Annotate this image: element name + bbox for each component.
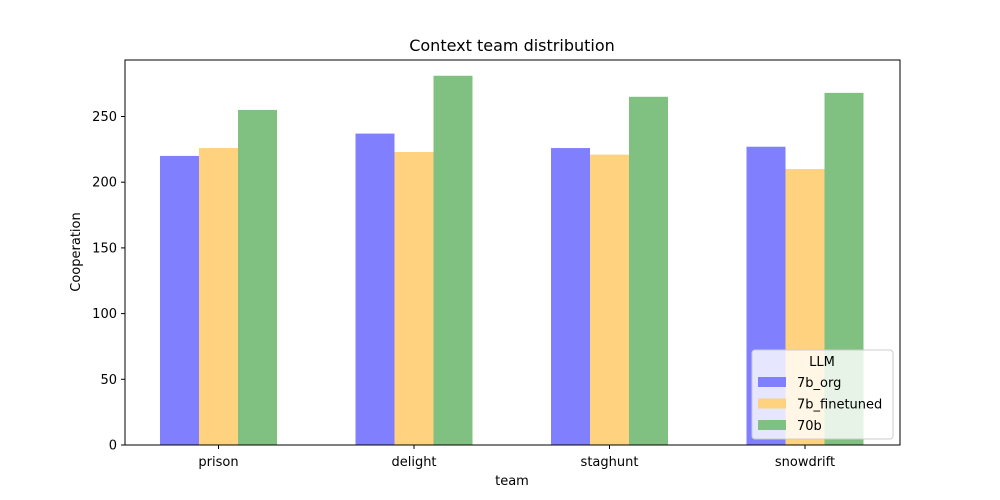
plot-frame [124, 59, 901, 446]
legend-items: 7b_org 7b_finetuned 70b [758, 376, 882, 434]
bar-70b-staghunt [629, 96, 668, 445]
y-tick-label: 100 [92, 307, 117, 322]
y-tick-label: 250 [92, 110, 117, 125]
y-axis-label: Cooperation [69, 212, 84, 291]
y-tick-label: 50 [100, 373, 117, 388]
bar-70b-prison [238, 109, 277, 446]
legend-title: LLM [809, 355, 835, 370]
y-tick-label: 200 [92, 176, 117, 191]
legend-label-70b: 70b [797, 419, 822, 434]
chart-title: Context team distribution [409, 36, 615, 55]
bar-7b_finetuned-delight [394, 151, 434, 445]
legend-box [751, 349, 894, 440]
bar-7b_org-staghunt [551, 148, 590, 445]
legend-label-7b_finetuned: 7b_finetuned [797, 398, 882, 413]
y-tick-label: 0 [109, 439, 117, 454]
bar-7b_org-prison [160, 155, 199, 445]
x-tick-label: delight [391, 455, 436, 470]
legend: LLM 7b_org 7b_finetuned 70b [751, 349, 894, 440]
legend-swatch-7b_org [758, 377, 786, 387]
y-tick-label: 150 [92, 241, 117, 256]
bar-7b_finetuned-staghunt [590, 154, 629, 445]
x-tick-label: prison [198, 455, 238, 470]
legend-swatch-70b [758, 420, 786, 430]
bar-7b_org-delight [355, 133, 395, 445]
legend-label-7b_org: 7b_org [797, 376, 841, 391]
legend-swatch-7b_finetuned [758, 398, 786, 409]
x-axis-label: team [495, 474, 529, 489]
x-axis-ticks: prison delight staghunt snowdrift [198, 445, 835, 470]
x-tick-label: staghunt [581, 455, 639, 470]
x-tick-label: snowdrift [775, 455, 835, 470]
y-axis-ticks: 0 50 100 150 200 250 [92, 110, 125, 454]
bar-70b-delight [433, 75, 473, 446]
bar-7b_finetuned-prison [199, 148, 238, 445]
